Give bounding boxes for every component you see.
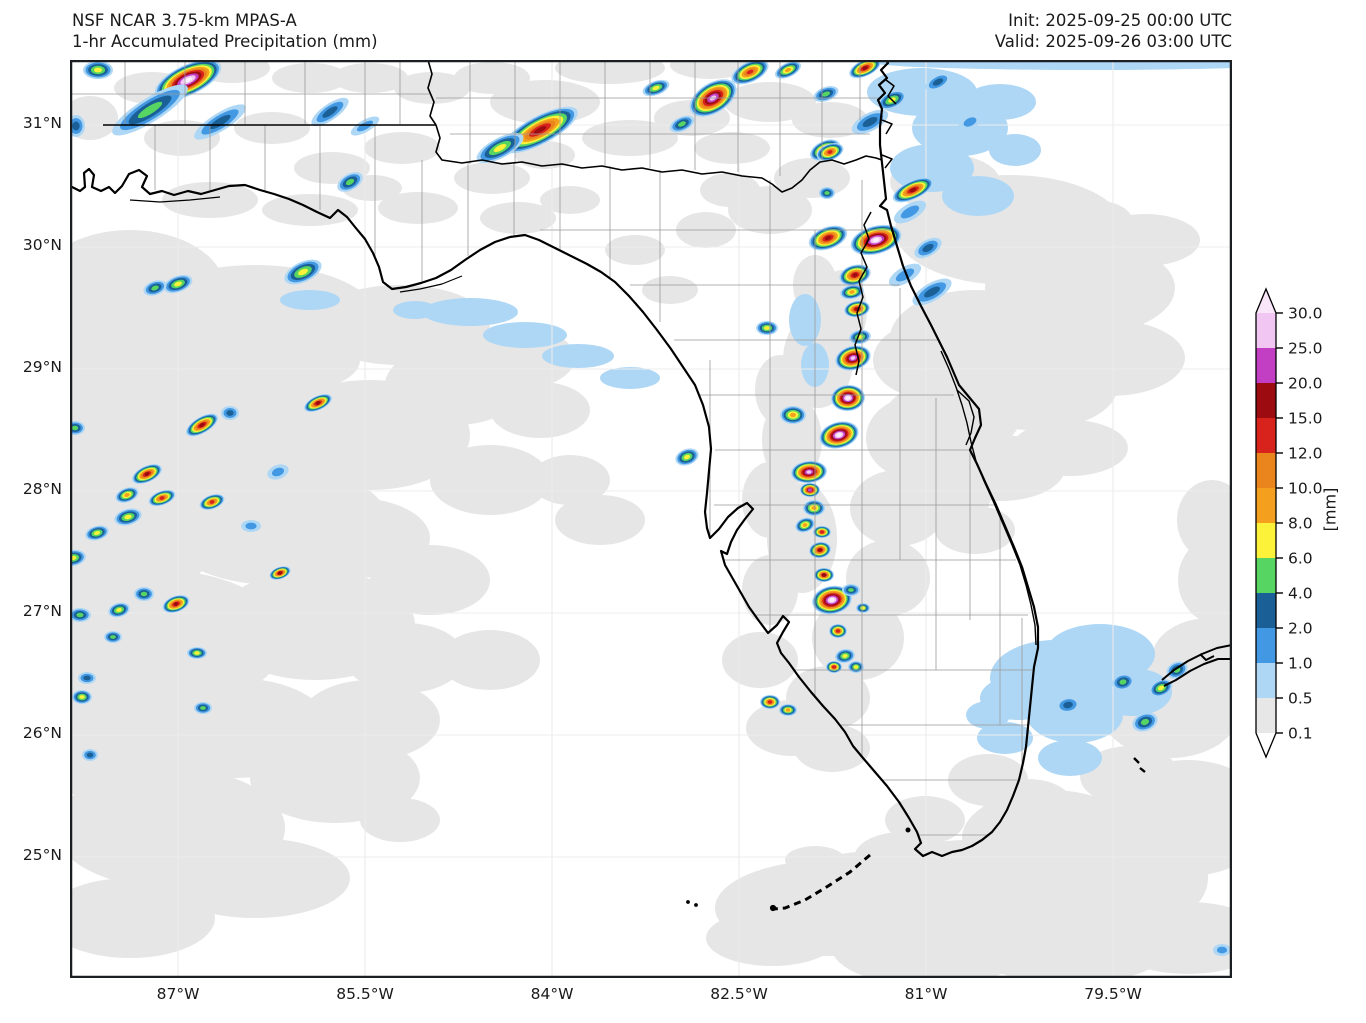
lon-tick-label: 85.5°W xyxy=(336,985,394,1003)
georgia-sounds xyxy=(881,79,897,169)
latlon-gridlines xyxy=(70,60,1232,978)
colorbar-value: 4.0 xyxy=(1288,585,1313,603)
lon-tick-label: 81°W xyxy=(904,985,948,1003)
whitewater-bay-mark xyxy=(905,827,911,833)
st-johns-river xyxy=(854,211,872,376)
grand-bahama-coast xyxy=(1161,644,1232,687)
lat-tick-label: 31°N xyxy=(22,114,62,132)
colorbar-value: 12.0 xyxy=(1288,445,1323,463)
colorbar-value: 0.5 xyxy=(1288,690,1313,708)
colorbar-value: 10.0 xyxy=(1288,480,1323,498)
init-time: Init: 2025-09-25 00:00 UTC xyxy=(1008,11,1232,30)
key-west-island xyxy=(769,904,777,912)
valid-time: Valid: 2025-09-26 03:00 UTC xyxy=(994,32,1232,51)
map-frame xyxy=(70,60,1232,978)
lat-tick-label: 26°N xyxy=(22,724,62,742)
plot-title: NSF NCAR 3.75-km MPAS-A 1-hr Accumulated… xyxy=(72,10,378,52)
precip-cells-layer xyxy=(70,60,1231,956)
colorbar-value: 1.0 xyxy=(1288,655,1313,673)
colorbar: 30.0 25.0 20.0 15.0 12.0 10.0 8.0 6.0 4.0 2.0 1.0 0… xyxy=(1255,287,1323,759)
lat-tick-label: 27°N xyxy=(22,602,62,620)
islet-dot xyxy=(686,900,690,904)
colorbar-value: 15.0 xyxy=(1288,410,1323,428)
lat-tick-label: 28°N xyxy=(22,480,62,498)
lon-tick-label: 79.5°W xyxy=(1084,985,1142,1003)
cape-canaveral-barrier xyxy=(956,389,975,446)
colorbar-segments xyxy=(1256,289,1276,757)
lon-tick-label: 84°W xyxy=(530,985,574,1003)
coastline xyxy=(70,60,1040,858)
berry-islands xyxy=(1133,757,1146,773)
precip-map xyxy=(70,60,1232,978)
state-borders xyxy=(103,60,883,193)
colorbar-unit-label: [mm] xyxy=(1320,487,1340,532)
colorbar-value: 6.0 xyxy=(1288,550,1313,568)
lon-tick-label: 87°W xyxy=(156,985,200,1003)
lat-tick-label: 25°N xyxy=(22,846,62,864)
santa-rosa-barrier xyxy=(129,196,221,203)
keys-chain xyxy=(772,853,871,911)
model-name: NSF NCAR 3.75-km MPAS-A xyxy=(72,11,297,30)
apalachicola-barrier xyxy=(399,275,463,293)
field-name: 1-hr Accumulated Precipitation (mm) xyxy=(72,32,378,51)
lat-tick-label: 29°N xyxy=(22,358,62,376)
bahamas xyxy=(1133,644,1232,773)
colorbar-value: 30.0 xyxy=(1288,305,1323,323)
lon-tick-label: 82.5°W xyxy=(710,985,768,1003)
colorbar-value: 2.0 xyxy=(1288,620,1313,638)
colorbar-value: 25.0 xyxy=(1288,340,1323,358)
islet-dot xyxy=(694,903,698,907)
colorbar-ticks xyxy=(1276,312,1283,734)
lat-tick-label: 30°N xyxy=(22,236,62,254)
colorbar-tick-labels: 30.0 25.0 20.0 15.0 12.0 10.0 8.0 6.0 4.0 2.0 1.0 0… xyxy=(1288,305,1323,743)
colorbar-value: 8.0 xyxy=(1288,515,1313,533)
plot-times: Init: 2025-09-25 00:00 UTC Valid: 2025-0… xyxy=(995,10,1232,52)
map-canvas: 31°N 30°N 29°N 28°N 27°N 26°N 25°N 87°W 85.5°W 8… xyxy=(23,60,1232,1003)
colorbar-value: 0.1 xyxy=(1288,725,1313,743)
colorbar-value: 20.0 xyxy=(1288,375,1323,393)
colorbar-outline xyxy=(1255,287,1277,759)
florida-keys xyxy=(686,827,911,912)
